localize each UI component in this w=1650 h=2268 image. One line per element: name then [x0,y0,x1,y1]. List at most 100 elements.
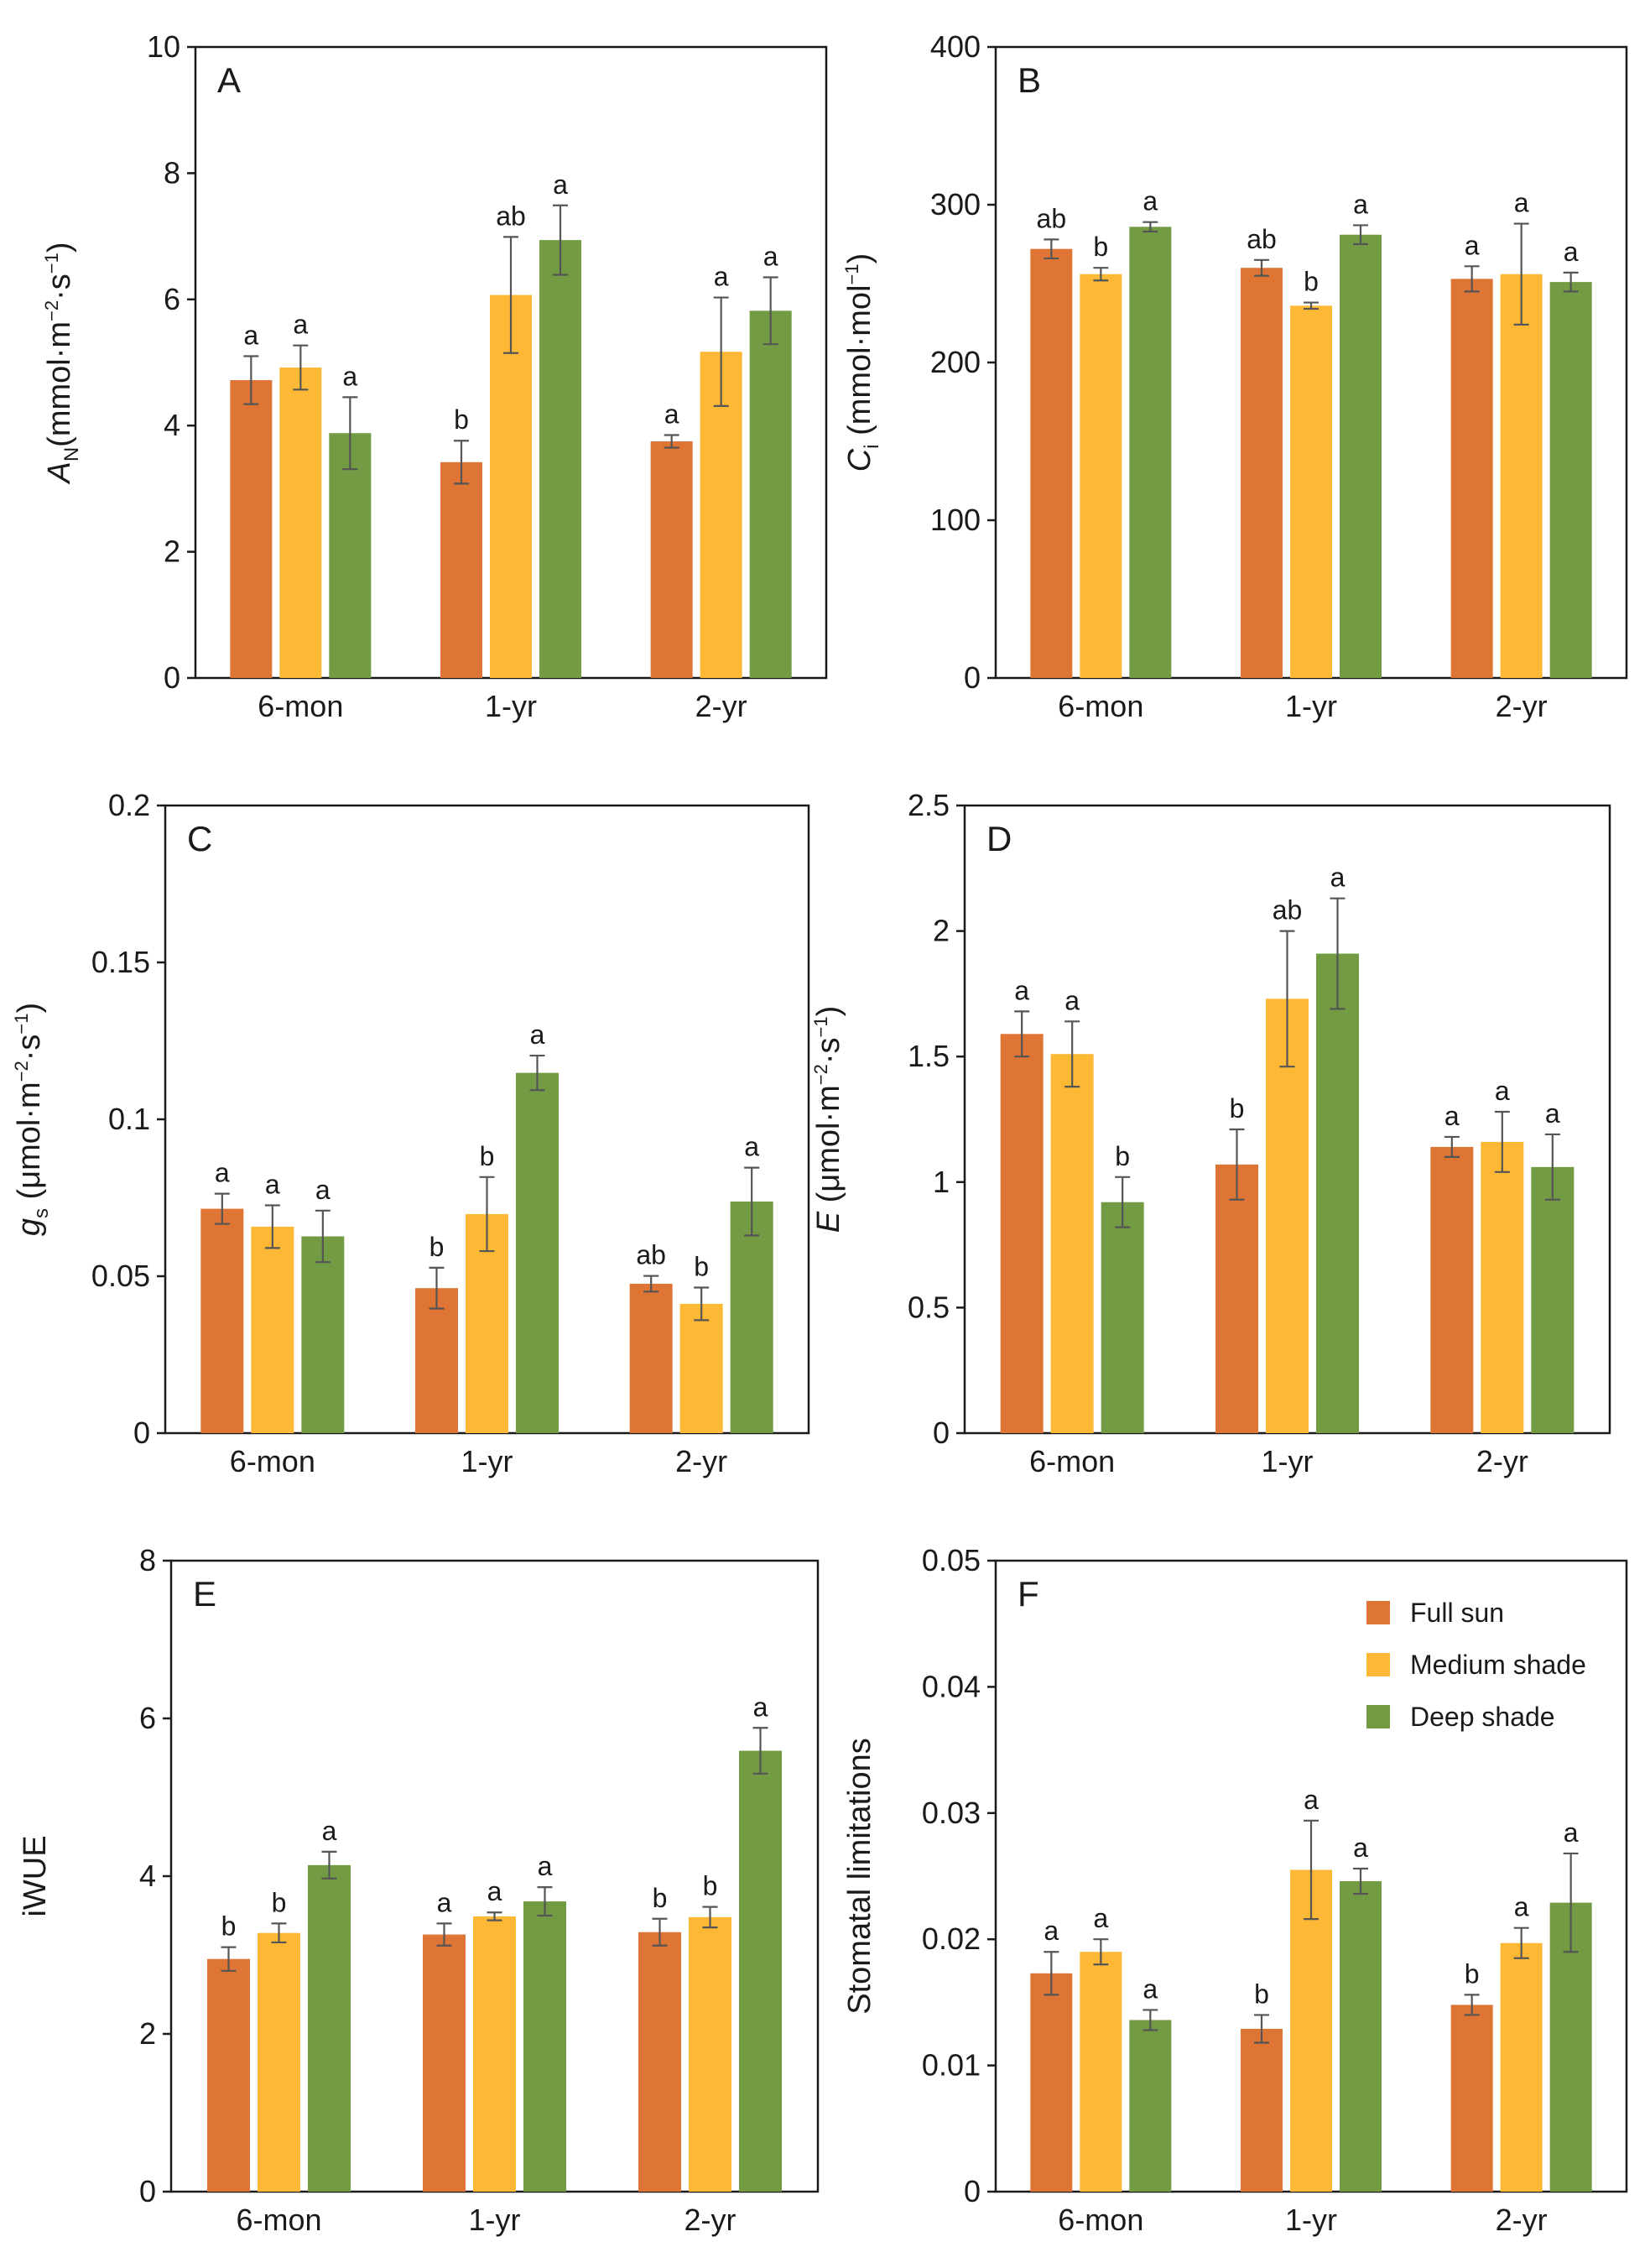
y-tick-label: 100 [930,503,981,537]
y-label-main: Stomatal limitations [842,1738,877,2014]
bar-medium-shade [679,1303,723,1433]
y-tick-label: 8 [164,155,180,190]
y-tick-label: 200 [930,345,981,379]
y-label-sup2: −1 [11,1014,32,1035]
significance-letter: b [694,1251,709,1281]
bar-medium-shade [1080,1952,1122,2192]
y-axis-label: iWUE [18,1835,53,1916]
bar-full-sun [440,461,482,678]
x-tick-label: 1-yr [485,689,537,723]
y-tick-label: 0.01 [922,2048,981,2083]
bar-medium-shade [490,295,532,678]
significance-letter: a [215,1158,230,1188]
bar-deep-shade [308,1864,351,2192]
y-label-sup2: −1 [41,253,62,274]
bar-full-sun [629,1283,673,1433]
legend-swatch [1366,1705,1390,1728]
x-tick-label: 6-mon [236,2203,321,2237]
bar-deep-shade [301,1236,345,1433]
y-tick-label: 4 [164,408,180,442]
significance-letter: a [744,1132,759,1162]
significance-letter: a [664,399,679,429]
significance-letter: b [1115,1141,1130,1171]
bar-deep-shade [1531,1166,1575,1433]
significance-letter: a [1143,186,1158,216]
significance-letter: b [480,1141,495,1171]
panel-label: F [1018,1574,1039,1614]
y-tick-label: 10 [147,29,180,64]
significance-letter: a [1564,237,1579,267]
y-tick-label: 300 [930,187,981,222]
significance-letter: a [1353,1833,1368,1863]
bar-full-sun [1215,1164,1258,1433]
significance-letter: a [265,1169,280,1199]
bar-full-sun [638,1932,681,2192]
y-axis-label: E (μmol·m−2·s−1) [810,1006,846,1233]
bar-deep-shade [523,1901,566,2192]
significance-letter: b [272,1887,287,1917]
bar-medium-shade [1290,305,1332,678]
bar-full-sun [1450,2005,1493,2192]
panel-label: B [1018,60,1041,100]
bar-full-sun [230,380,273,678]
y-label-main: g [12,1218,47,1236]
bar-deep-shade [1340,1881,1382,2192]
significance-letter: a [553,169,568,200]
significance-letter: a [1444,1101,1460,1131]
bar-full-sun [415,1288,458,1433]
y-tick-label: 6 [164,282,180,316]
bar-medium-shade [689,1916,731,2192]
y-label-main: C [842,448,877,472]
significance-letter: a [753,1692,768,1722]
y-tick-label: 8 [139,1543,156,1577]
y-label-sup1: −2 [11,1061,32,1082]
significance-letter: a [315,1175,331,1205]
y-tick-label: 0 [964,2174,981,2208]
bar-deep-shade [749,310,792,678]
y-tick-label: 1 [933,1165,950,1199]
y-tick-label: 2 [933,914,950,948]
y-tick-label: 0.05 [91,1259,150,1293]
legend-label: Deep shade [1410,1702,1555,1732]
bar-full-sun [650,441,693,678]
y-label-end: ) [12,1003,47,1014]
x-tick-label: 1-yr [1285,689,1337,723]
significance-letter: b [703,1871,718,1901]
x-tick-label: 6-mon [1058,2203,1143,2237]
bar-deep-shade [516,1072,559,1433]
y-tick-label: 0.5 [908,1290,950,1324]
y-label-unit: (μmol·m [12,1082,47,1208]
bar-deep-shade [1316,953,1359,1433]
significance-letter: ab [1247,224,1277,254]
x-tick-label: 2-yr [695,689,747,723]
y-axis-label: Ci (mmol·mol−1) [841,253,883,472]
panel-label: C [187,819,212,858]
panel-c: 0 0.05 0.1 0.15 0.2 Cgs (μmol·m−2·s−1) 6-mon a a… [11,788,810,1478]
bar-medium-shade [251,1226,294,1433]
y-label-main: A [42,461,77,484]
bar-medium-shade [258,1932,300,2192]
bar-full-sun [200,1208,244,1433]
bar-medium-shade [1500,1942,1543,2192]
y-label-sup1: −2 [41,300,62,321]
y-label-sup1: −1 [841,263,862,284]
legend-swatch [1366,1653,1390,1676]
y-label-sup1: −2 [810,1064,831,1085]
x-tick-label: 6-mon [1058,689,1143,723]
x-tick-label: 2-yr [1476,1444,1528,1478]
significance-letter: a [714,262,729,292]
y-label-unit: (mmol·m [42,321,77,447]
significance-letter: b [1465,1958,1480,1989]
y-tick-label: 0.05 [922,1543,981,1577]
x-tick-label: 2-yr [1496,2203,1548,2237]
significance-letter: a [1330,863,1346,893]
x-tick-label: 1-yr [1262,1444,1314,1478]
significance-letter: ab [1037,203,1067,233]
x-tick-label: 6-mon [230,1444,315,1478]
significance-letter: b [1093,232,1108,262]
panel-label: A [217,60,241,100]
y-tick-label: 0.15 [91,945,150,979]
